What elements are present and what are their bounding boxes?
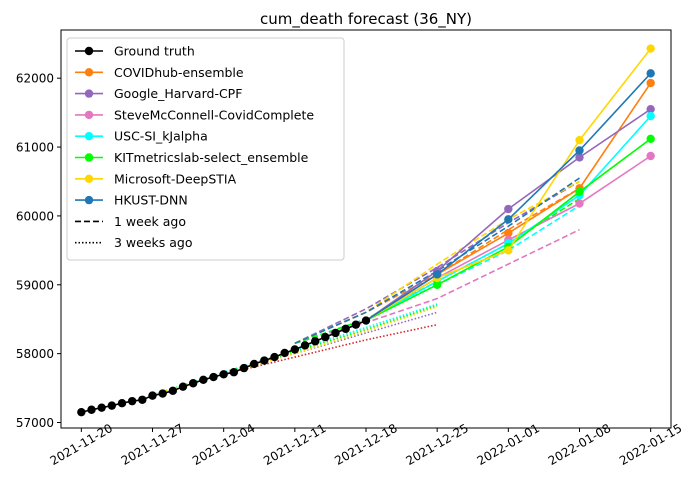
- y-tick-label-1: 58000: [16, 347, 54, 361]
- forecast-point-6-1: [504, 215, 513, 224]
- ground-truth-point-25: [331, 328, 340, 338]
- ground-truth-point-4: [117, 399, 127, 408]
- forecast-point-0-1: [504, 228, 513, 238]
- forecast-point-2-3: [646, 151, 655, 161]
- ground-truth-point-27: [351, 320, 361, 329]
- legend-swatch-marker-4: [84, 132, 94, 141]
- legend-swatch-marker-0: [84, 46, 94, 56]
- legend-entry-1: COVIDhub-ensemble: [75, 65, 244, 80]
- legend-swatch-marker-3: [84, 110, 94, 120]
- ground-truth-point-12: [199, 375, 208, 384]
- ground-truth-point-2: [97, 403, 106, 412]
- forecast-point-3-3: [646, 111, 655, 121]
- ground-truth-point-26: [341, 324, 350, 334]
- forecast-point-4-3: [646, 134, 655, 143]
- legend-entry-6: Microsoft-DeepSTIA: [75, 171, 237, 186]
- ground-truth-point-18: [260, 356, 269, 365]
- ground-truth-point-21: [290, 345, 300, 354]
- legend-entry-2: Google_Harvard-CPF: [75, 86, 242, 101]
- legend-swatch-marker-1: [84, 68, 94, 77]
- legend-entry-5: KITmetricslab-select_ensemble: [75, 150, 309, 165]
- legend-box: [66, 37, 345, 261]
- legend-label-0: Ground truth: [114, 44, 195, 59]
- forecast-point-5-1: [504, 246, 513, 255]
- forecast-point-6-2: [575, 146, 584, 155]
- forecast-point-1-1: [504, 204, 513, 214]
- forecast-point-6-0: [432, 270, 442, 279]
- legend-label-8: 1 week ago: [114, 214, 186, 229]
- legend-label-1: COVIDhub-ensemble: [114, 65, 244, 80]
- ground-truth-point-22: [300, 341, 310, 350]
- legend-swatch-marker-6: [84, 174, 94, 183]
- ground-truth-point-3: [107, 401, 117, 410]
- ground-truth-point-11: [188, 379, 198, 388]
- forecast-point-4-2: [575, 187, 584, 197]
- ground-truth-series: [77, 316, 371, 417]
- legend-entry-7: HKUST-DNN: [75, 193, 188, 208]
- ground-truth-point-8: [158, 389, 167, 398]
- legend-swatch-marker-5: [84, 153, 94, 162]
- ground-truth-point-10: [178, 382, 188, 391]
- forecast-point-2-2: [575, 199, 584, 208]
- forecast-series-6: [365, 69, 655, 322]
- forecast-point-1-3: [646, 104, 655, 114]
- one-week-ago-line-6: [294, 177, 580, 345]
- y-tick-label-4: 61000: [16, 141, 54, 155]
- legend-label-7: HKUST-DNN: [114, 193, 188, 208]
- ground-truth-point-16: [239, 363, 249, 373]
- one-week-ago-line-1: [294, 180, 580, 345]
- ground-truth-point-14: [219, 370, 228, 379]
- ground-truth-point-6: [138, 395, 147, 404]
- y-axis-ticks: 57000 58000 59000 60000 61000 62000: [16, 72, 61, 430]
- ground-truth-point-20: [280, 348, 289, 358]
- legend-swatch-marker-2: [84, 89, 94, 98]
- ground-truth-point-28: [361, 316, 371, 325]
- forecast-point-1-2: [575, 153, 584, 162]
- ground-truth-point-15: [229, 368, 239, 377]
- y-tick-label-0: 57000: [16, 416, 54, 430]
- legend-swatch-marker-7: [84, 195, 94, 205]
- legend-label-4: USC-SI_kJalpha: [114, 129, 208, 144]
- legend-entry-8: 1 week ago: [75, 214, 186, 229]
- forecast-point-5-2: [575, 135, 584, 145]
- forecast-series: [365, 44, 655, 322]
- legend-entry-9: 3 weeks ago: [75, 235, 193, 250]
- legend-label-5: KITmetricslab-select_ensemble: [114, 150, 309, 165]
- one-week-ago-line-5: [294, 180, 580, 345]
- chart-title: cum_death forecast (36_NY): [260, 10, 472, 29]
- legend-label-2: Google_Harvard-CPF: [114, 86, 242, 101]
- ground-truth-point-0: [77, 407, 86, 417]
- ground-truth-point-23: [310, 337, 320, 346]
- y-tick-label-3: 60000: [16, 209, 54, 223]
- ground-truth-point-1: [87, 405, 96, 414]
- ground-truth-point-7: [148, 391, 157, 400]
- legend-label-6: Microsoft-DeepSTIA: [114, 171, 237, 186]
- ground-truth-point-5: [127, 396, 137, 406]
- legend-entry-0: Ground truth: [75, 44, 195, 59]
- ground-truth-point-17: [249, 359, 259, 369]
- ground-truth-point-13: [209, 372, 218, 382]
- forecast-series-1: [365, 104, 655, 322]
- ground-truth-point-24: [321, 332, 330, 342]
- forecast-point-6-3: [646, 69, 655, 78]
- legend: Ground truth COVIDhub-ensemble Google_Harv…: [66, 37, 345, 261]
- legend-entry-4: USC-SI_kJalpha: [75, 129, 208, 144]
- y-tick-label-5: 62000: [16, 72, 54, 86]
- legend-label-3: SteveMcConnell-CovidComplete: [114, 107, 314, 122]
- legend-entry-3: SteveMcConnell-CovidComplete: [75, 107, 314, 122]
- forecast-point-4-0: [432, 280, 442, 289]
- y-tick-label-2: 59000: [16, 278, 54, 292]
- legend-label-9: 3 weeks ago: [114, 235, 193, 250]
- forecast-point-0-3: [646, 78, 655, 88]
- ground-truth-point-9: [168, 386, 178, 396]
- forecast-point-5-3: [646, 44, 655, 53]
- ground-truth-point-19: [270, 352, 279, 362]
